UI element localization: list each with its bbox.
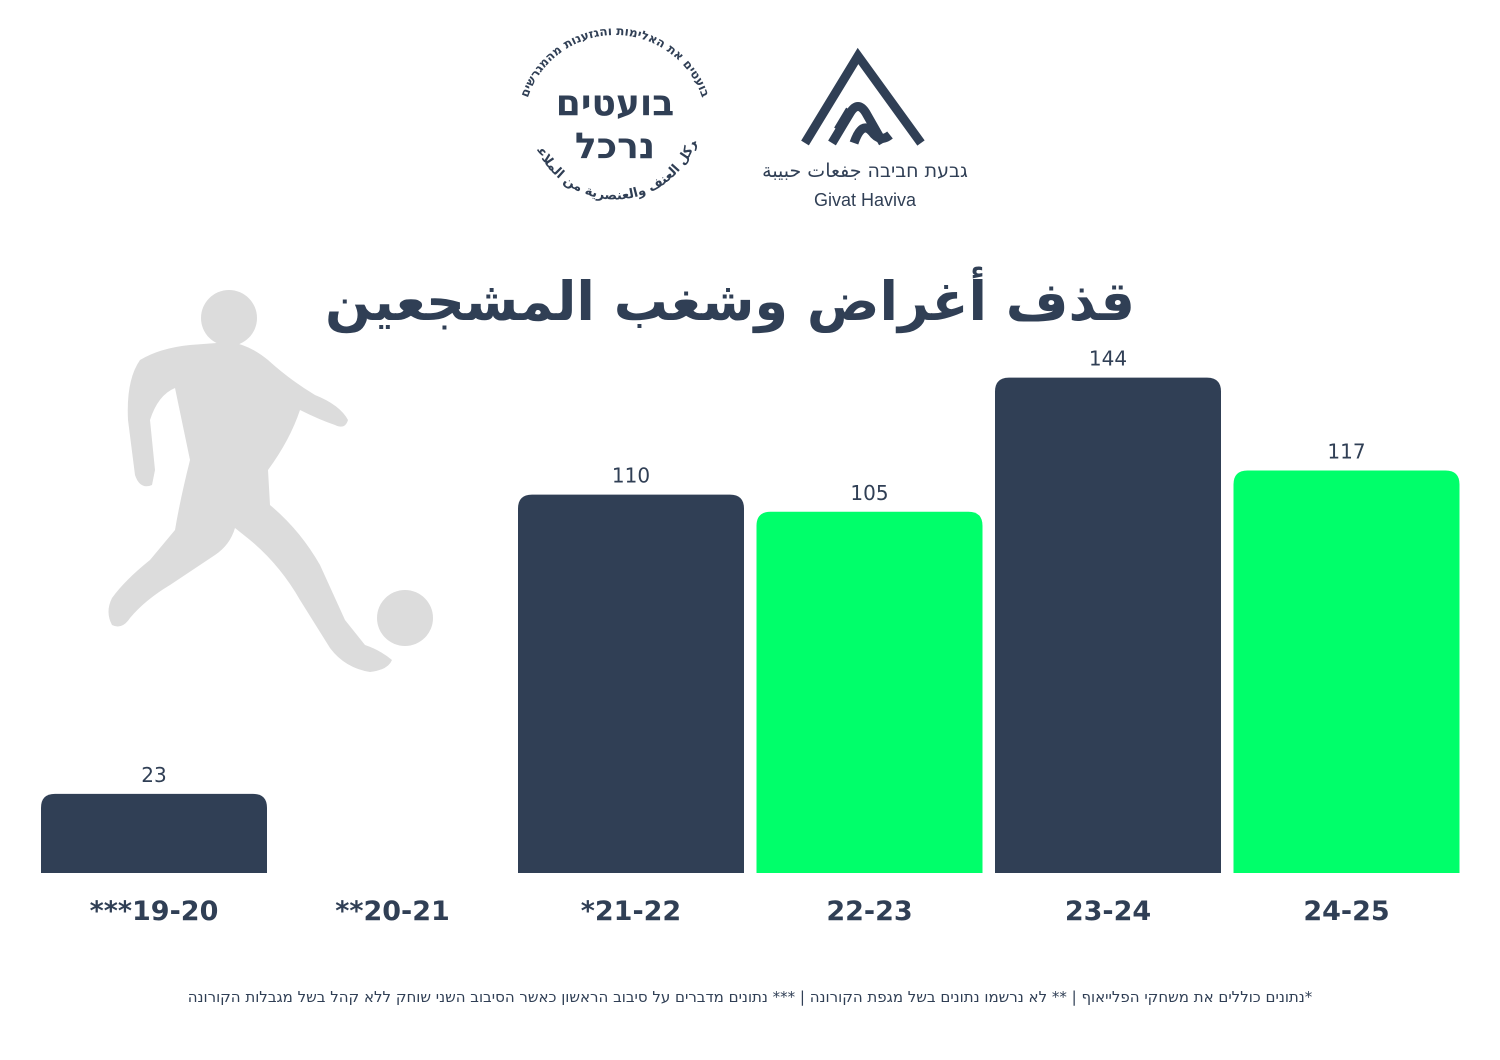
football-player-silhouette-icon bbox=[108, 290, 392, 672]
x-axis-labels-group: ***19-20 **20-21 *21-22 22-23 23-24 24-25 bbox=[90, 896, 1390, 927]
value-labels-group: 23 110 105 144 117 bbox=[141, 347, 1365, 787]
bar-22-23 bbox=[756, 511, 983, 873]
givat-haviva-logo: גבעת חביבה جفعات حبيبة Givat Haviva bbox=[750, 40, 980, 230]
bar-19-20 bbox=[41, 793, 267, 873]
value-label-22-23: 105 bbox=[850, 481, 888, 505]
x-tick-label-20-21: **20-21 bbox=[335, 896, 450, 927]
value-label-24-25: 117 bbox=[1327, 440, 1365, 464]
x-tick-label-24-25: 24-25 bbox=[1303, 896, 1389, 927]
bar-21-22 bbox=[518, 494, 744, 873]
bars-group bbox=[41, 377, 1460, 873]
chart-title: قذف أغراض وشغب المشجعين bbox=[324, 270, 1136, 333]
bar-24-25 bbox=[1233, 470, 1460, 873]
soccer-ball-icon bbox=[377, 590, 433, 646]
givat-haviva-name-english: Givat Haviva bbox=[813, 190, 917, 210]
value-label-23-24: 144 bbox=[1089, 347, 1127, 371]
givat-haviva-name-hebrew-arabic: גבעת חביבה جفعات حبيبة bbox=[762, 160, 968, 182]
x-tick-label-19-20: ***19-20 bbox=[90, 896, 219, 927]
seal-title-line2: נרכל bbox=[575, 126, 655, 167]
bar-23-24 bbox=[995, 377, 1221, 873]
anti-violence-seal-logo: בועטים את האלימות והגזענות מהמגרשים نركل… bbox=[505, 15, 713, 204]
value-label-19-20: 23 bbox=[141, 763, 166, 787]
givat-haviva-mark-icon bbox=[801, 47, 925, 146]
header: בועטים את האלימות והגזענות מהמגרשים نركل… bbox=[0, 0, 1500, 250]
value-label-21-22: 110 bbox=[612, 464, 650, 488]
x-tick-label-21-22: *21-22 bbox=[581, 896, 681, 927]
seal-title-line1: בועטים bbox=[556, 83, 674, 124]
x-tick-label-22-23: 22-23 bbox=[826, 896, 912, 927]
x-tick-label-23-24: 23-24 bbox=[1065, 896, 1151, 927]
footnote: *נתונים כוללים את משחקי הפלייאוף | ** לא… bbox=[187, 988, 1313, 1006]
